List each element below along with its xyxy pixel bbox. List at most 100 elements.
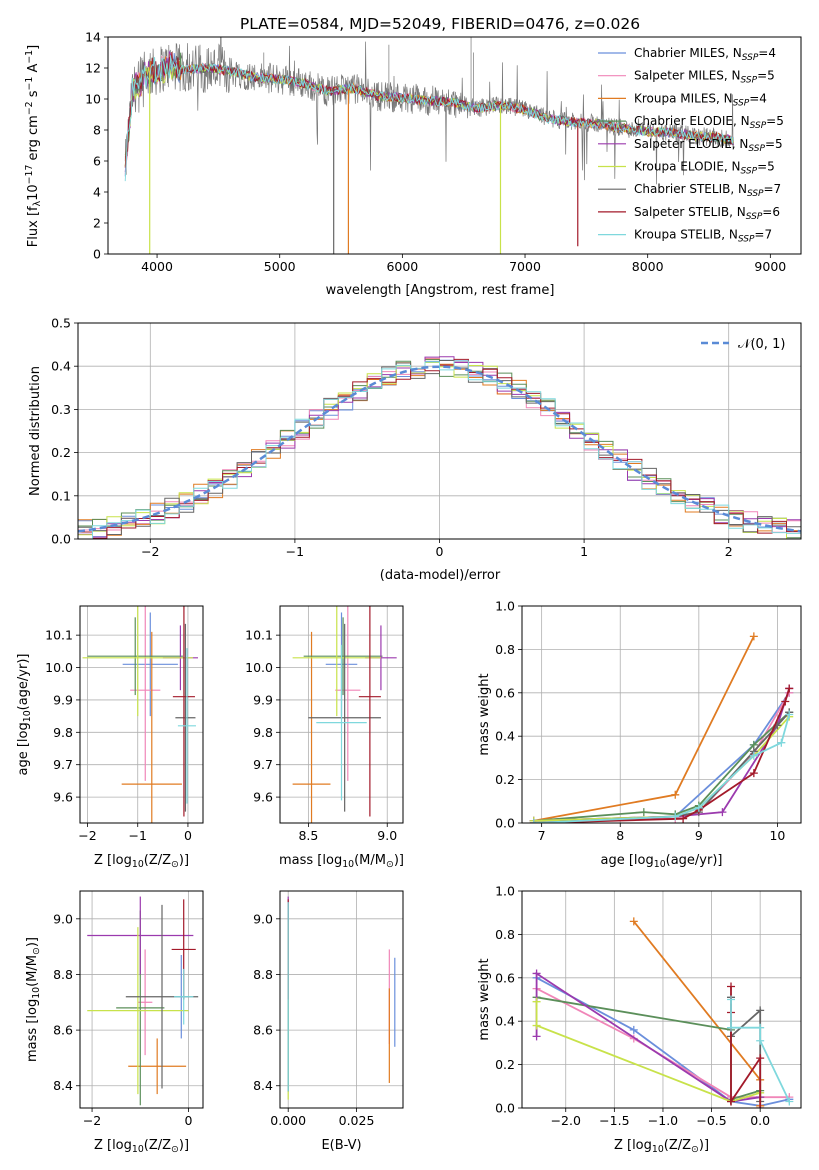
y-axis-label-part: −1 bbox=[24, 77, 35, 91]
y-tick-label: 0.3 bbox=[51, 402, 71, 417]
y-tick-label: 10.1 bbox=[45, 628, 73, 643]
y-tick-label: 9.9 bbox=[53, 692, 73, 707]
x-tick-label: 5000 bbox=[264, 259, 296, 274]
x-tick-label: 0.000 bbox=[270, 1113, 306, 1128]
x-tick-label: 0 bbox=[436, 544, 444, 559]
x-tick-label: 8.5 bbox=[298, 828, 318, 843]
weight-marker bbox=[756, 1104, 765, 1108]
legend-entry: 𝒩(0, 1) bbox=[738, 337, 785, 352]
y-tick-label: 8.6 bbox=[53, 1023, 73, 1038]
weight-line bbox=[533, 714, 791, 823]
y-axis-label: mass weight bbox=[477, 958, 492, 1040]
y-axis-label-part: mass [log bbox=[25, 999, 40, 1062]
x-tick-label: 9000 bbox=[754, 259, 786, 274]
y-axis-label: mass weight bbox=[477, 673, 492, 755]
legend-entry: Kroupa MILES, NSSP=4 bbox=[634, 91, 767, 108]
x-axis-label-part: ⊙ bbox=[386, 859, 394, 870]
x-tick-label: 0.025 bbox=[339, 1113, 375, 1128]
y-axis-label-part: age [log bbox=[16, 722, 31, 775]
weight-marker bbox=[639, 808, 648, 817]
x-tick-label: −2 bbox=[141, 544, 159, 559]
y-axis-label-part: ] bbox=[26, 45, 41, 50]
axes-frame bbox=[79, 890, 204, 1109]
y-tick-label: 0.6 bbox=[495, 685, 515, 700]
x-tick-label: 9 bbox=[695, 828, 703, 843]
age-vs-Z-panel: −2 −1 09.69.79.89.910.010.1Z [log10(Z/Z⊙)]… bbox=[16, 605, 204, 870]
legend-entry-count: =4 bbox=[749, 91, 767, 105]
weight-marker bbox=[785, 710, 794, 719]
legend-entry-count: =7 bbox=[764, 182, 782, 196]
x-axis-label-part: mass [log bbox=[279, 853, 342, 868]
weight-marker bbox=[671, 790, 680, 799]
legend-entry-sub: SSP bbox=[738, 235, 755, 245]
y-tick-label: 0.8 bbox=[495, 642, 515, 657]
x-axis-label-part: 10 bbox=[654, 859, 666, 870]
y-axis-label-part: s bbox=[26, 90, 41, 101]
y-tick-label: 8.8 bbox=[253, 967, 273, 982]
weight-marker bbox=[727, 995, 736, 1004]
y-axis-label-part: ⊙ bbox=[31, 947, 42, 955]
weight-line bbox=[533, 711, 790, 822]
y-tick-label: 8 bbox=[93, 123, 101, 138]
weight-marker bbox=[756, 1006, 765, 1015]
legend-entry-text: Salpeter ELODIE, N bbox=[634, 137, 748, 151]
x-axis-label-part: 10 bbox=[132, 1144, 144, 1155]
legend-entry: Kroupa STELIB, NSSP=7 bbox=[634, 228, 772, 245]
axes-frame bbox=[107, 36, 802, 255]
x-axis-label-part: Z [log bbox=[94, 853, 132, 868]
y-tick-label: 0.6 bbox=[495, 970, 515, 985]
x-axis-label-part: (Z/Z bbox=[144, 1138, 171, 1153]
legend-entry-sub: SSP bbox=[747, 189, 764, 199]
weight-marker bbox=[785, 684, 794, 693]
weight-line bbox=[533, 692, 790, 822]
y-tick-label: 8.4 bbox=[53, 1078, 73, 1093]
y-tick-label: 9.6 bbox=[53, 790, 73, 805]
legend-entry-count: =4 bbox=[758, 46, 776, 60]
axes-frame bbox=[279, 890, 404, 1109]
x-axis-label-part: )] bbox=[699, 1138, 709, 1153]
x-tick-label: −2 bbox=[78, 828, 96, 843]
weight-marker bbox=[749, 751, 758, 760]
x-axis-label-part: ⊙ bbox=[691, 1144, 699, 1155]
x-axis-label-part: )] bbox=[394, 853, 404, 868]
x-axis-label-part: )] bbox=[179, 853, 189, 868]
y-tick-label: 8.8 bbox=[53, 967, 73, 982]
y-tick-label: 9.9 bbox=[253, 692, 273, 707]
y-tick-label: 4 bbox=[93, 185, 101, 200]
y-tick-label: 0.8 bbox=[495, 927, 515, 942]
residuals-panel-plot-area bbox=[78, 356, 801, 539]
y-tick-label: 9.8 bbox=[53, 725, 73, 740]
y-tick-label: 9.8 bbox=[253, 725, 273, 740]
weight-marker bbox=[629, 917, 638, 926]
mass-vs-EBV-panel: 0.000 0.025 8.4 8.6 8.8 9.0 E(B-V) bbox=[253, 890, 404, 1153]
x-axis-label-part: 10 bbox=[652, 1144, 664, 1155]
legend-entry-text: Chabrier STELIB, N bbox=[634, 182, 747, 196]
y-tick-label: 0.2 bbox=[495, 772, 515, 787]
y-tick-label: 0.0 bbox=[495, 1101, 515, 1116]
weight-marker bbox=[532, 1021, 541, 1030]
legend-entry-text: Kroupa MILES, N bbox=[634, 91, 733, 105]
weight-marker bbox=[529, 819, 538, 823]
y-axis-label-part: −17 bbox=[24, 165, 35, 185]
y-tick-label: 1.0 bbox=[495, 599, 515, 614]
x-tick-label: 7 bbox=[538, 828, 546, 843]
y-tick-label: 12 bbox=[85, 61, 101, 76]
y-tick-label: 0 bbox=[93, 247, 101, 262]
x-axis-label: age [log10(age/yr)] bbox=[601, 853, 723, 870]
y-tick-label: 10.1 bbox=[245, 628, 273, 643]
weight-line bbox=[535, 1001, 761, 1103]
legend-entry: Salpeter ELODIE, NSSP=5 bbox=[634, 137, 783, 154]
y-axis-label: mass [log10(M/M⊙)] bbox=[25, 937, 42, 1062]
legend-entry-sub: SSP bbox=[741, 167, 758, 177]
figure-title: PLATE=0584, MJD=52049, FIBERID=0476, z=0… bbox=[240, 15, 640, 33]
age-vs-mass-panel-plot-area bbox=[292, 606, 397, 823]
x-tick-label: −1 bbox=[129, 828, 147, 843]
x-tick-label: 10 bbox=[769, 828, 785, 843]
x-axis-label: Z [log10(Z/Z⊙)] bbox=[614, 1138, 709, 1155]
x-tick-label: −2 bbox=[83, 1113, 101, 1128]
mass-vs-Z-panel-plot-area bbox=[87, 896, 199, 1106]
legend-entry: Chabrier MILES, NSSP=4 bbox=[634, 46, 776, 63]
x-axis-label-part: (age/yr)] bbox=[666, 853, 723, 868]
y-axis-label-part: 10 bbox=[31, 987, 42, 999]
weight-marker bbox=[727, 1023, 736, 1032]
